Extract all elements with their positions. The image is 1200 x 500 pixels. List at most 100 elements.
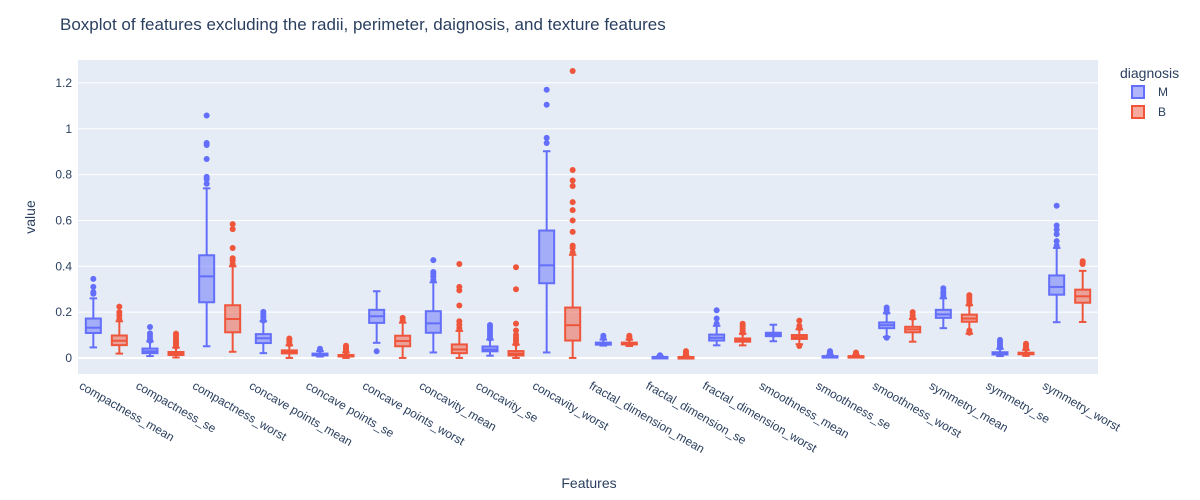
outlier-point xyxy=(543,139,550,146)
outlier-point xyxy=(147,324,153,331)
box-B-concave points_se xyxy=(337,342,355,359)
box-iqr xyxy=(424,310,442,334)
gridlines xyxy=(78,82,1098,359)
box-B-fractal_dimension_mean xyxy=(620,332,638,348)
outlier-point xyxy=(940,285,947,292)
series-B xyxy=(110,68,1092,360)
box-B-fractal_dimension_worst xyxy=(734,320,752,347)
y-tick-label: 0 xyxy=(65,351,72,365)
outlier-point xyxy=(1053,202,1060,209)
outlier-point xyxy=(343,342,349,349)
chart-title: Boxplot of features excluding the radii,… xyxy=(60,15,666,34)
outlier-point xyxy=(569,68,576,75)
box-iqr xyxy=(84,317,102,334)
box-M-smoothness_mean xyxy=(764,323,782,343)
outlier-point xyxy=(229,221,236,228)
box-iqr xyxy=(1048,274,1066,296)
box-M-concave points_se xyxy=(311,345,329,358)
legend-swatch-B xyxy=(1131,105,1145,119)
box-M-symmetry_se xyxy=(991,336,1009,358)
box-M-fractal_dimension_mean xyxy=(594,332,612,347)
box-B-smoothness_mean xyxy=(790,317,808,350)
outlier-point xyxy=(260,308,267,315)
outlier-point xyxy=(713,320,720,327)
outlier-point xyxy=(909,309,916,316)
outlier-point xyxy=(543,134,550,141)
box-B-concavity_mean xyxy=(450,260,468,359)
box-B-smoothness_worst xyxy=(904,309,922,343)
outlier-point xyxy=(1053,222,1060,229)
outlier-point xyxy=(430,269,437,276)
outlier-point xyxy=(513,332,519,339)
box-M-fractal_dimension_worst xyxy=(708,307,726,347)
outlier-point xyxy=(569,228,576,235)
outlier-point xyxy=(513,286,519,293)
box-traces xyxy=(84,68,1092,360)
box-B-symmetry_mean xyxy=(960,292,978,336)
y-tick-label: 1 xyxy=(65,122,72,136)
outlier-point xyxy=(456,283,463,290)
outlier-point xyxy=(487,321,493,328)
y-axis-ticks: 0 0.2 0.4 0.6 0.8 1 1.2 xyxy=(55,76,72,365)
outlier-point xyxy=(1053,242,1060,249)
outlier-point xyxy=(569,199,576,206)
outlier-point xyxy=(513,327,519,334)
x-axis-ticks: compactness_meancompactness_secompactnes… xyxy=(77,378,1124,455)
outlier-point xyxy=(203,112,210,119)
outlier-point xyxy=(513,320,519,327)
outlier-point xyxy=(1053,226,1060,233)
outlier-point xyxy=(229,244,236,251)
box-M-symmetry_mean xyxy=(934,285,952,330)
legend-swatch-M xyxy=(1131,85,1145,99)
outlier-point xyxy=(713,315,720,322)
box-B-compactness_mean xyxy=(110,303,128,355)
box-M-smoothness_se xyxy=(821,348,839,359)
outlier-point xyxy=(173,330,179,337)
x-tick-label: concave points_mean xyxy=(247,378,355,448)
outlier-point xyxy=(569,217,576,224)
series-M xyxy=(84,86,1066,360)
outlier-point xyxy=(1053,238,1060,245)
box-M-symmetry_worst xyxy=(1048,202,1066,324)
outlier-point xyxy=(203,173,210,180)
outlier-point xyxy=(569,249,576,256)
legend-label-M: M xyxy=(1158,85,1168,99)
box-M-concavity_mean xyxy=(424,257,442,354)
x-tick-label: concave points_worst xyxy=(360,378,468,448)
outlier-point xyxy=(430,257,437,264)
box-M-fractal_dimension_se xyxy=(651,352,669,360)
outlier-point xyxy=(569,177,576,184)
outlier-point xyxy=(543,101,550,108)
outlier-point xyxy=(203,139,210,146)
outlier-point xyxy=(116,309,123,316)
x-tick-label: compactness_mean xyxy=(77,378,177,444)
outlier-point xyxy=(966,327,973,334)
outlier-point xyxy=(966,292,973,299)
outlier-point xyxy=(203,180,210,187)
box-B-symmetry_se xyxy=(1017,340,1035,357)
box-B-concavity_se xyxy=(507,264,525,359)
outlier-point xyxy=(569,167,576,174)
outlier-point xyxy=(853,349,859,356)
box-B-concave points_worst xyxy=(394,314,412,359)
x-tick-label: symmetry_worst xyxy=(1040,378,1123,434)
legend-label-B: B xyxy=(1158,105,1166,119)
outlier-point xyxy=(90,275,97,282)
outlier-point xyxy=(997,336,1003,343)
outlier-point xyxy=(683,348,689,355)
outlier-point xyxy=(796,343,803,350)
box-M-concavity_worst xyxy=(538,86,556,354)
y-tick-label: 0.4 xyxy=(55,259,72,273)
y-tick-label: 1.2 xyxy=(55,76,72,90)
box-iqr xyxy=(198,254,216,304)
legend: diagnosis MB xyxy=(1120,65,1179,119)
box-B-concavity_worst xyxy=(564,68,582,359)
outlier-point xyxy=(90,289,97,296)
outlier-point xyxy=(456,302,463,309)
box-B-smoothness_se xyxy=(847,349,865,359)
outlier-point xyxy=(1023,340,1029,347)
outlier-point xyxy=(116,303,123,310)
box-M-concave points_worst xyxy=(368,290,386,355)
y-tick-label: 0.8 xyxy=(55,168,72,182)
